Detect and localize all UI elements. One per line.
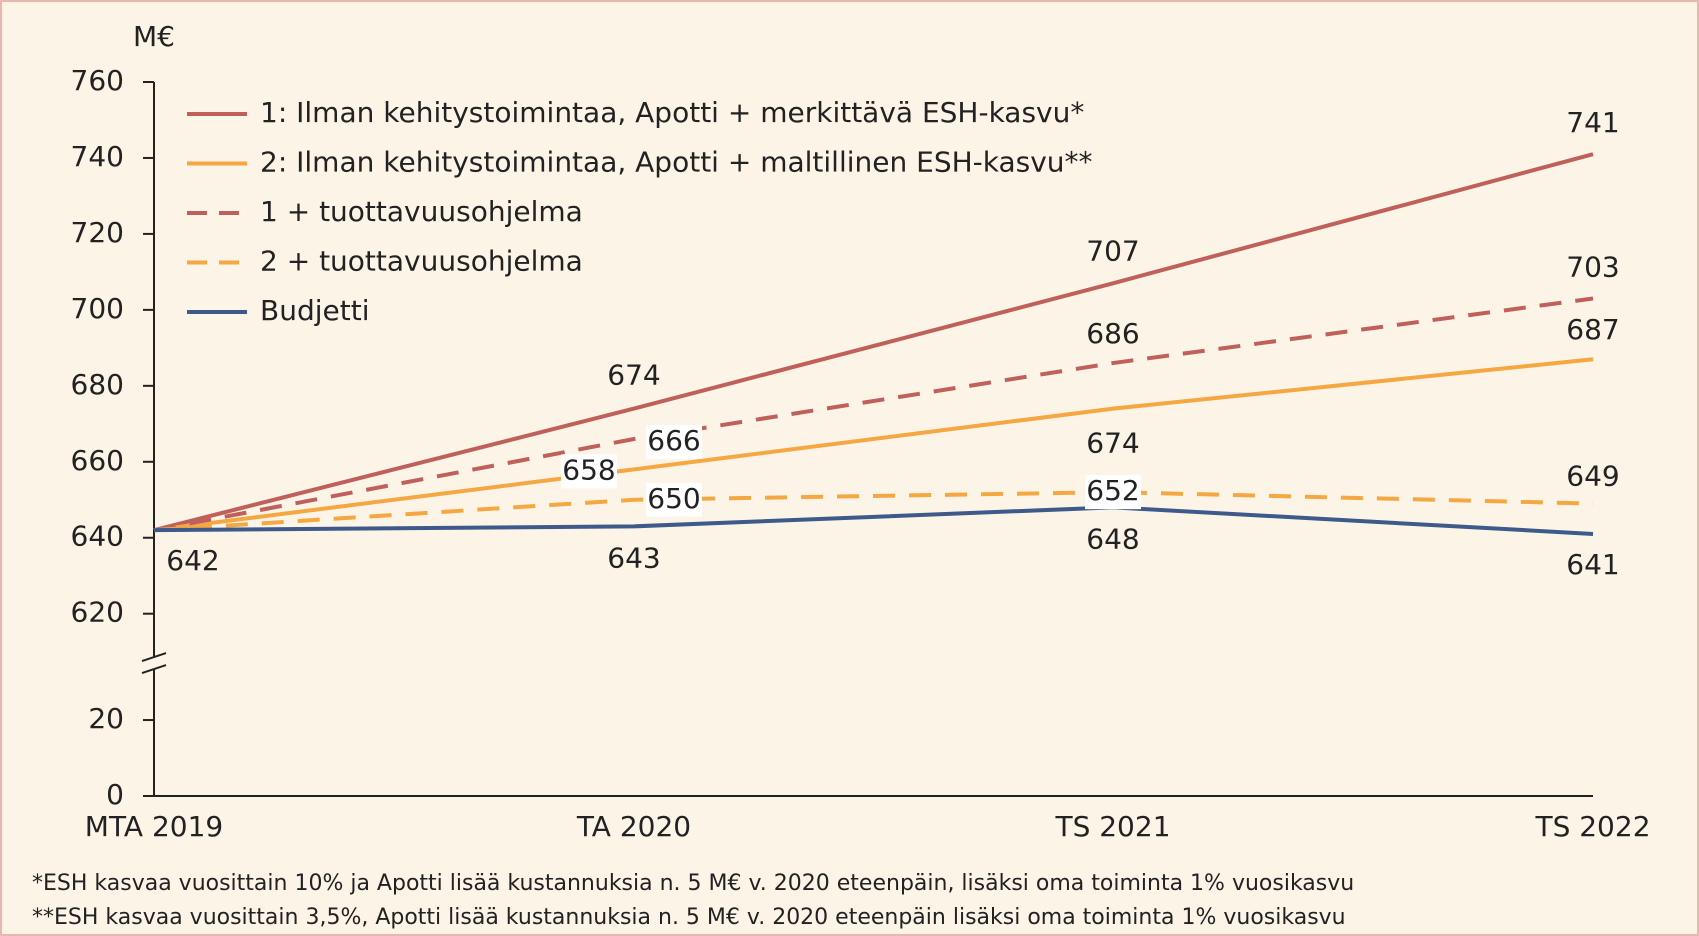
x-tick-label: TA 2020 bbox=[576, 810, 691, 843]
y-tick-label: 620 bbox=[71, 596, 124, 629]
series-line bbox=[153, 357, 1594, 533]
data-label: 658 bbox=[562, 453, 615, 486]
data-label: 648 bbox=[1086, 522, 1139, 555]
x-tick-label: TS 2022 bbox=[1534, 810, 1650, 843]
footnote: *ESH kasvaa vuosittain 10% ja Apotti lis… bbox=[32, 871, 1354, 896]
data-label: 687 bbox=[1566, 313, 1619, 346]
axis-break bbox=[141, 652, 167, 663]
data-label: 686 bbox=[1086, 317, 1139, 350]
data-label: 642 bbox=[166, 544, 219, 577]
data-label: 703 bbox=[1566, 250, 1619, 283]
data-label: 674 bbox=[1086, 427, 1139, 460]
y-tick-label: 0 bbox=[106, 778, 124, 811]
y-tick-label: 20 bbox=[88, 702, 124, 735]
series-line bbox=[153, 490, 1594, 533]
data-label: 674 bbox=[607, 359, 660, 392]
series-line bbox=[153, 152, 1594, 533]
legend-label: 2 + tuottavuusohjelma bbox=[260, 245, 583, 278]
x-tick-label: MTA 2019 bbox=[85, 810, 223, 843]
legend-label: 1 + tuottavuusohjelma bbox=[260, 195, 583, 228]
data-label: 641 bbox=[1566, 548, 1619, 581]
y-unit: M€ bbox=[133, 20, 175, 53]
y-tick-label: 640 bbox=[71, 520, 124, 553]
y-tick-label: 700 bbox=[71, 292, 124, 325]
data-label: 666 bbox=[647, 424, 700, 457]
y-tick-label: 740 bbox=[71, 140, 124, 173]
y-tick-label: 760 bbox=[71, 64, 124, 97]
label-bg bbox=[561, 454, 617, 489]
label-bg bbox=[646, 482, 702, 517]
x-tick-label: TS 2021 bbox=[1054, 810, 1170, 843]
series-line bbox=[153, 296, 1594, 533]
series-line bbox=[153, 505, 1594, 536]
label-bg bbox=[1085, 475, 1141, 510]
data-label: 650 bbox=[647, 482, 700, 515]
data-label: 649 bbox=[1566, 460, 1619, 493]
y-tick-label: 680 bbox=[71, 368, 124, 401]
data-label: 741 bbox=[1566, 106, 1619, 139]
footnote: **ESH kasvaa vuosittain 3,5%, Apotti lis… bbox=[32, 905, 1346, 930]
legend-label: 2: Ilman kehitystoimintaa, Apotti + malt… bbox=[260, 146, 1093, 179]
label-bg bbox=[646, 425, 702, 459]
data-label: 643 bbox=[607, 541, 660, 574]
y-tick-label: 660 bbox=[71, 444, 124, 477]
axis-break bbox=[141, 664, 167, 675]
data-label: 707 bbox=[1086, 234, 1139, 267]
data-label: 652 bbox=[1086, 474, 1139, 507]
legend-label: Budjetti bbox=[260, 294, 369, 327]
y-tick-label: 720 bbox=[71, 216, 124, 249]
legend-label: 1: Ilman kehitystoimintaa, Apotti + merk… bbox=[260, 96, 1084, 129]
